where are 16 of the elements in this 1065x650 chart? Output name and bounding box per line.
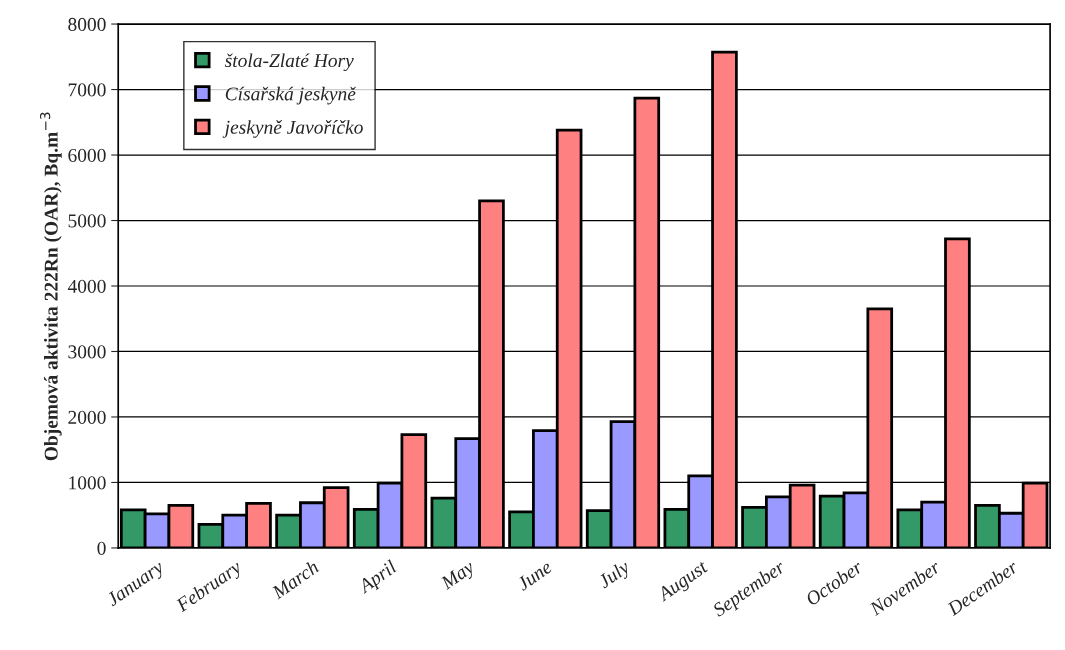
legend-label: štola-Zlaté Hory [224, 53, 354, 72]
y-tick-label: 8000 [68, 17, 106, 31]
y-tick-label: 5000 [68, 214, 106, 228]
y-tick-label: 3000 [68, 345, 106, 359]
legend-label: Císařská jeskyně [225, 86, 357, 105]
y-tick-label: 7000 [68, 83, 106, 97]
y-tick-label: 0 [97, 541, 106, 555]
y-tick-label: 6000 [68, 148, 106, 162]
x-tick-label: July [596, 559, 634, 592]
y-tick-label: 4000 [67, 279, 106, 293]
legend-label: jeskyně Javoříčko [222, 120, 363, 138]
y-tick-label: 1000 [69, 476, 106, 490]
y-axis-title: Objemová aktivita 222Rn (OAR), Bq.m$^{−3}$ [39, 112, 62, 461]
x-tick-label: June [515, 559, 553, 592]
y-tick-label: 2000 [68, 410, 106, 424]
x-tick-label: May [439, 559, 478, 594]
